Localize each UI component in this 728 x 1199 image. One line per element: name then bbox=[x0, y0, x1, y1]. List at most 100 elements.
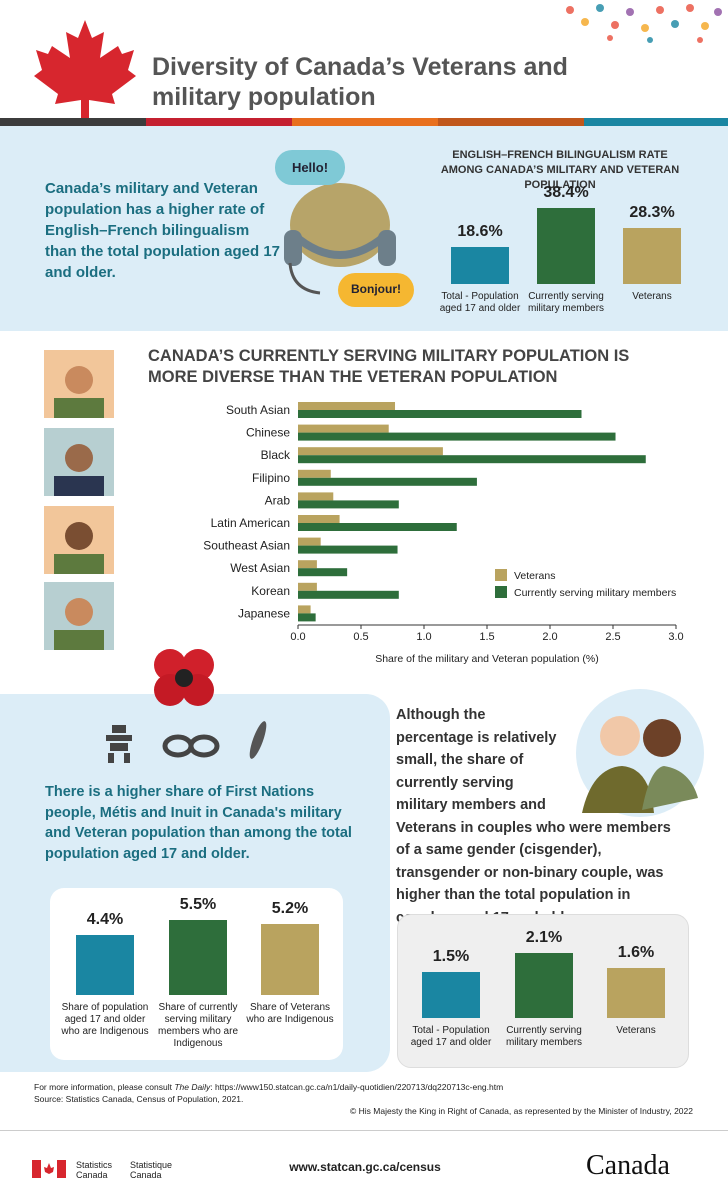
bubble-text: Bonjour! bbox=[351, 282, 401, 296]
category-label: Filipino bbox=[252, 471, 290, 485]
wordmark: Canada bbox=[586, 1150, 670, 1181]
diversity-chart: South Asian Chinese Black Filipino Arab Latin… bbox=[203, 402, 684, 665]
category-label: Chinese bbox=[246, 426, 290, 440]
bar bbox=[537, 208, 595, 284]
category-label: Veterans bbox=[616, 1025, 656, 1036]
footer-text: : https://www150.statcan.gc.ca/n1/daily-… bbox=[210, 1082, 504, 1092]
bar bbox=[298, 455, 646, 464]
portrait-head bbox=[65, 598, 93, 626]
header-art bbox=[0, 4, 728, 126]
body bbox=[582, 766, 654, 813]
bubble-text: Hello! bbox=[291, 160, 329, 175]
portrait-body bbox=[54, 476, 104, 496]
value-label: 5.2% bbox=[271, 900, 309, 918]
title: Diversity of Canada’s Veterans and milit… bbox=[152, 53, 568, 111]
bar bbox=[298, 537, 321, 546]
bubble bbox=[338, 273, 414, 307]
couples-text: Although the percentage is relatively sm… bbox=[396, 704, 686, 929]
category-label: Southeast Asian bbox=[203, 539, 290, 553]
value-label: 1.5% bbox=[432, 947, 470, 965]
value-label: 18.6% bbox=[457, 223, 503, 241]
mic bbox=[288, 262, 321, 295]
bar bbox=[298, 402, 396, 410]
bilingual-text: Canada’s military and Veteran population… bbox=[45, 180, 281, 281]
category-label: Share of population aged 17 and older wh… bbox=[61, 1002, 149, 1037]
bar bbox=[298, 523, 457, 531]
headset-art bbox=[275, 150, 414, 307]
x-tick-label: 2.0 bbox=[542, 631, 557, 643]
portrait-head bbox=[65, 444, 93, 472]
bar bbox=[298, 477, 477, 486]
category-label: Share of Veterans who are Indigenous bbox=[246, 1002, 334, 1025]
category-label: Arab bbox=[265, 493, 291, 507]
bar bbox=[298, 515, 340, 523]
portrait-body bbox=[54, 554, 104, 574]
bar bbox=[298, 560, 317, 569]
legend-label: Currently serving military members bbox=[514, 587, 676, 599]
footer-text: For more information, please consult bbox=[34, 1082, 175, 1092]
x-tick-label: 1.5 bbox=[479, 631, 494, 643]
x-tick-label: 3.0 bbox=[668, 631, 683, 643]
category-label: Currently serving military members bbox=[527, 291, 605, 314]
chart-title: ENGLISH–FRENCH BILINGUALISM RATE AMONG C… bbox=[440, 149, 680, 191]
maple-leaf bbox=[34, 20, 136, 118]
category-label: South Asian bbox=[226, 403, 290, 417]
stripe bbox=[438, 118, 584, 126]
bar bbox=[261, 924, 319, 995]
bar bbox=[298, 582, 317, 591]
bar bbox=[422, 971, 480, 1018]
feather bbox=[249, 721, 267, 759]
bar bbox=[298, 492, 334, 501]
bar bbox=[298, 432, 616, 441]
x-axis-label: Share of the military and Veteran popula… bbox=[375, 653, 599, 665]
portraits bbox=[44, 350, 114, 650]
x-tick-label: 2.5 bbox=[605, 631, 620, 643]
bar bbox=[298, 568, 348, 577]
category-label: Share of currently serving military memb… bbox=[157, 1002, 239, 1049]
infinity bbox=[162, 734, 220, 758]
chart-title: CANADA’S CURRENTLY SERVING MILITARY POPU… bbox=[148, 347, 630, 386]
value-label: 5.5% bbox=[179, 896, 217, 913]
url: www.statcan.gc.ca/census bbox=[289, 1160, 441, 1174]
footer-more: For more information, please consult The… bbox=[34, 1082, 503, 1092]
category-label: West Asian bbox=[230, 561, 290, 575]
portrait-body bbox=[54, 398, 104, 418]
bar bbox=[298, 605, 311, 614]
category-label: Currently serving military members bbox=[505, 1025, 583, 1048]
legend-label: Veterans bbox=[514, 570, 555, 582]
stripe bbox=[292, 118, 438, 126]
category-label: Total - Population aged 17 and older bbox=[410, 1025, 492, 1048]
headband bbox=[291, 231, 389, 259]
footer-italic: The Daily bbox=[174, 1082, 211, 1092]
portrait-head bbox=[65, 522, 93, 550]
bar bbox=[76, 935, 134, 995]
couple-art bbox=[576, 689, 704, 817]
bar bbox=[623, 227, 681, 284]
value-label: 1.6% bbox=[617, 944, 655, 962]
x-tick-label: 0.5 bbox=[353, 631, 368, 643]
bar bbox=[298, 447, 443, 456]
agency-fr: Statistique Canada bbox=[130, 1160, 173, 1180]
category-label: Black bbox=[261, 448, 291, 462]
value-label: 28.3% bbox=[629, 203, 675, 221]
category-label: Korean bbox=[251, 584, 290, 598]
bar bbox=[169, 920, 227, 995]
indigenous-text: There is a higher share of First Nations… bbox=[45, 784, 352, 862]
couples-text-body: Although the percentage is relatively sm… bbox=[396, 707, 671, 926]
portrait-body bbox=[54, 630, 104, 650]
x-tick-label: 0.0 bbox=[290, 631, 305, 643]
x-tick-label: 1.0 bbox=[416, 631, 431, 643]
divider bbox=[0, 1130, 728, 1131]
flag bbox=[32, 1160, 66, 1178]
category-label: Japanese bbox=[238, 606, 290, 620]
dot-pattern bbox=[566, 4, 722, 43]
icons bbox=[106, 649, 267, 763]
bar bbox=[298, 469, 331, 478]
bar bbox=[298, 424, 389, 433]
stripe bbox=[146, 118, 292, 126]
earcup bbox=[378, 230, 396, 266]
value-label: 2.1% bbox=[525, 929, 563, 946]
value-label: 38.4% bbox=[543, 184, 589, 201]
head bbox=[600, 716, 640, 756]
inukshuk bbox=[106, 725, 132, 763]
